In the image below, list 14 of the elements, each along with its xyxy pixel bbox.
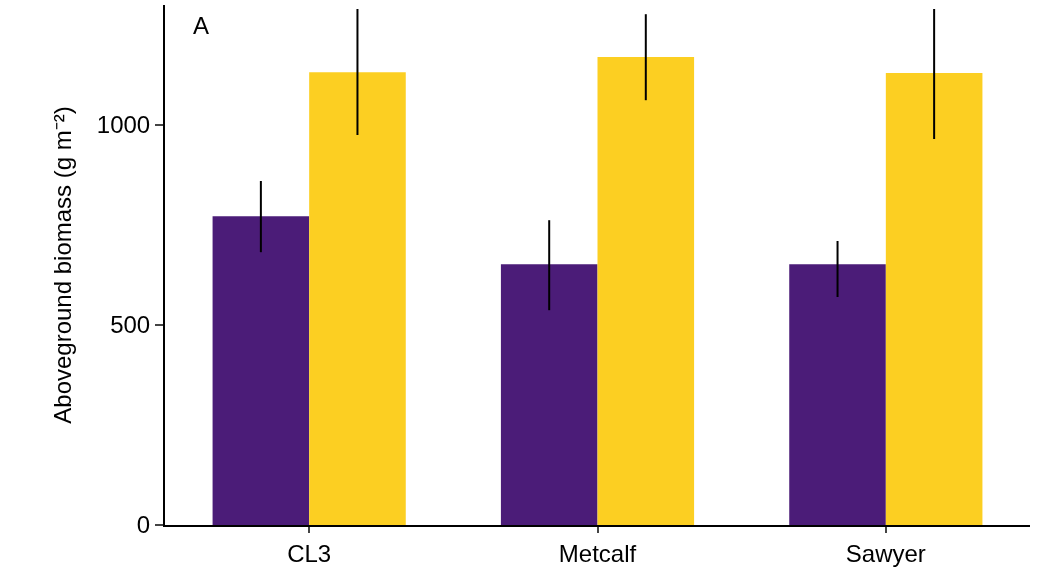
annotation: A <box>193 12 210 39</box>
x-tick-label: CL3 <box>287 539 332 567</box>
bar <box>597 57 695 525</box>
bar <box>500 264 598 525</box>
x-tick-label: Sawyer <box>845 539 926 567</box>
y-tick-label: 0 <box>136 511 151 539</box>
y-tick-label: 500 <box>110 311 151 339</box>
x-tick-label: Metcalf <box>558 539 637 567</box>
bar <box>212 216 310 525</box>
y-tick-label: 1000 <box>96 111 151 139</box>
bar <box>309 72 406 525</box>
bar <box>789 264 886 525</box>
y-axis-title: Aboveground biomass (g m⁻²) <box>49 106 77 424</box>
bar <box>885 73 983 525</box>
